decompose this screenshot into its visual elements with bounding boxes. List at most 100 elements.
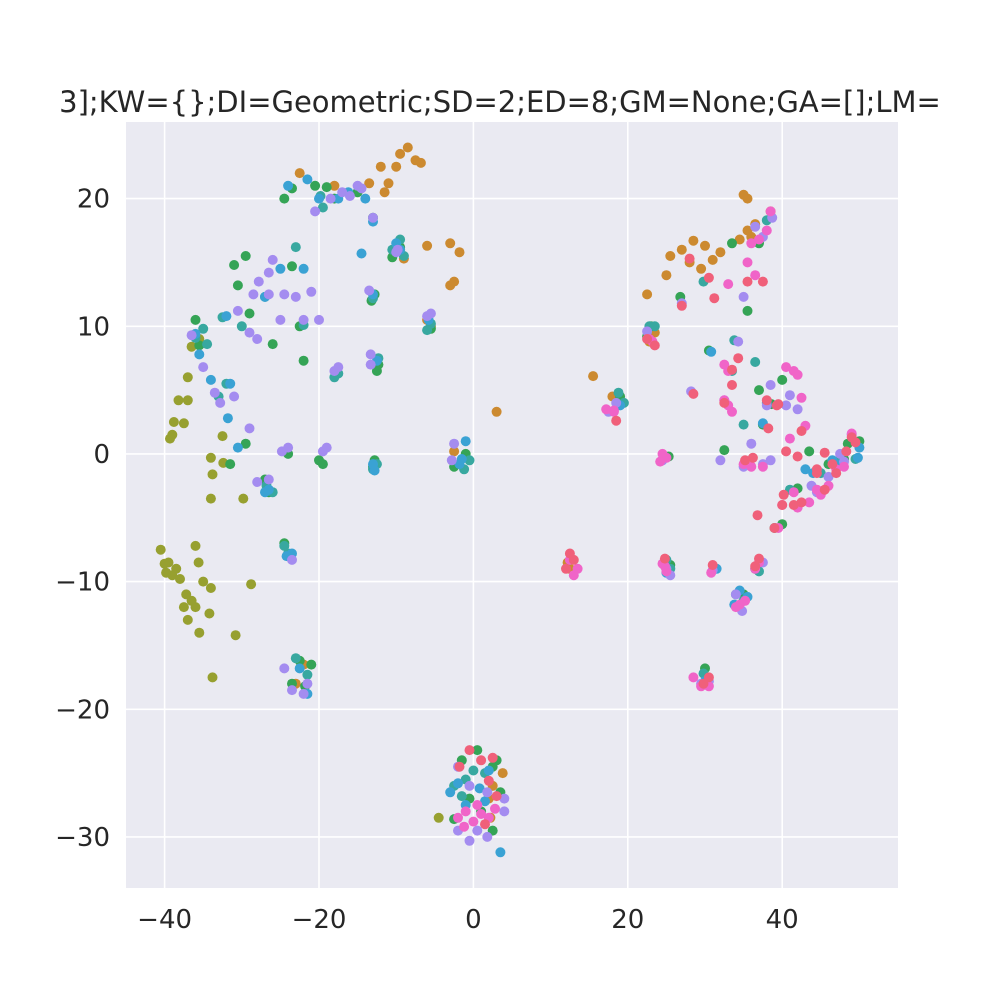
data-point	[369, 465, 380, 476]
data-point	[611, 415, 622, 426]
data-point	[649, 321, 660, 332]
data-point	[696, 263, 707, 274]
data-point	[781, 446, 792, 457]
data-point	[230, 630, 241, 641]
data-point	[433, 812, 444, 823]
data-point	[198, 362, 209, 373]
data-point	[186, 341, 197, 352]
data-point	[232, 442, 243, 453]
data-point	[730, 589, 741, 600]
data-point	[788, 500, 799, 510]
data-point	[763, 423, 774, 434]
data-point	[244, 308, 255, 319]
data-point	[425, 308, 436, 319]
data-point	[746, 461, 757, 472]
data-point	[482, 831, 493, 842]
data-point	[333, 362, 344, 373]
data-point	[459, 821, 470, 832]
data-point	[279, 540, 290, 551]
data-point	[788, 487, 799, 498]
data-point	[252, 334, 263, 344]
data-point	[253, 276, 264, 287]
data-point	[238, 493, 249, 504]
data-point	[194, 627, 205, 638]
data-point	[796, 426, 807, 436]
data-point	[360, 193, 371, 204]
y-tick-label: −10	[55, 568, 110, 598]
data-point	[852, 452, 863, 463]
data-point	[173, 395, 184, 406]
data-point	[232, 280, 243, 291]
data-point	[746, 238, 757, 249]
data-point	[611, 397, 622, 408]
data-point	[306, 659, 317, 670]
data-point	[476, 809, 487, 819]
data-point	[740, 595, 751, 606]
data-point	[750, 357, 761, 367]
data-point	[221, 311, 232, 322]
data-point	[796, 497, 807, 508]
data-point	[750, 561, 761, 572]
data-point	[733, 353, 744, 364]
data-point	[661, 566, 672, 577]
data-point	[765, 455, 776, 466]
data-point	[229, 391, 240, 402]
data-point	[819, 484, 830, 495]
data-point	[561, 563, 571, 574]
data-point	[310, 180, 321, 191]
data-point	[734, 234, 745, 245]
chart-title: 3];KW={};DI=Geometric;SD=2;ED=8;GM=None;…	[59, 85, 941, 119]
data-point	[159, 558, 170, 569]
data-point	[171, 563, 182, 574]
data-point	[715, 455, 726, 466]
data-point	[225, 459, 236, 470]
data-point	[244, 327, 255, 338]
data-points	[155, 142, 865, 858]
data-point	[186, 330, 197, 341]
data-point	[302, 174, 313, 185]
data-point	[460, 436, 471, 447]
data-point	[402, 142, 413, 153]
data-point	[490, 803, 500, 814]
data-point	[365, 359, 376, 370]
data-point	[464, 835, 475, 846]
data-point	[841, 446, 852, 457]
data-point	[202, 339, 213, 350]
data-point	[240, 251, 251, 261]
data-point	[778, 489, 789, 500]
data-point	[314, 193, 324, 204]
data-point	[464, 780, 475, 791]
data-point	[765, 380, 776, 390]
data-point	[454, 247, 465, 258]
data-point	[792, 369, 803, 380]
data-point	[661, 270, 672, 281]
y-tick-label: 20	[77, 185, 110, 215]
data-point	[260, 487, 270, 498]
data-point	[294, 663, 305, 674]
data-point	[777, 374, 788, 385]
data-point	[676, 244, 687, 255]
data-point	[613, 387, 624, 398]
data-point	[491, 406, 502, 417]
data-point	[190, 602, 201, 613]
data-point	[588, 371, 599, 382]
data-point	[476, 755, 487, 766]
data-point	[325, 193, 336, 204]
data-point	[314, 314, 324, 325]
data-point	[707, 254, 718, 265]
data-point	[364, 285, 375, 296]
data-point	[252, 477, 263, 487]
data-point	[415, 157, 426, 168]
data-point	[746, 438, 757, 449]
data-point	[391, 161, 402, 172]
x-tick-label: 40	[766, 905, 799, 935]
data-point	[225, 378, 236, 389]
data-point	[209, 387, 220, 398]
data-point	[700, 240, 710, 251]
data-point	[205, 493, 216, 504]
data-point	[468, 816, 479, 827]
data-point	[804, 497, 815, 508]
y-tick-label: 0	[93, 440, 110, 470]
data-point	[727, 238, 737, 249]
